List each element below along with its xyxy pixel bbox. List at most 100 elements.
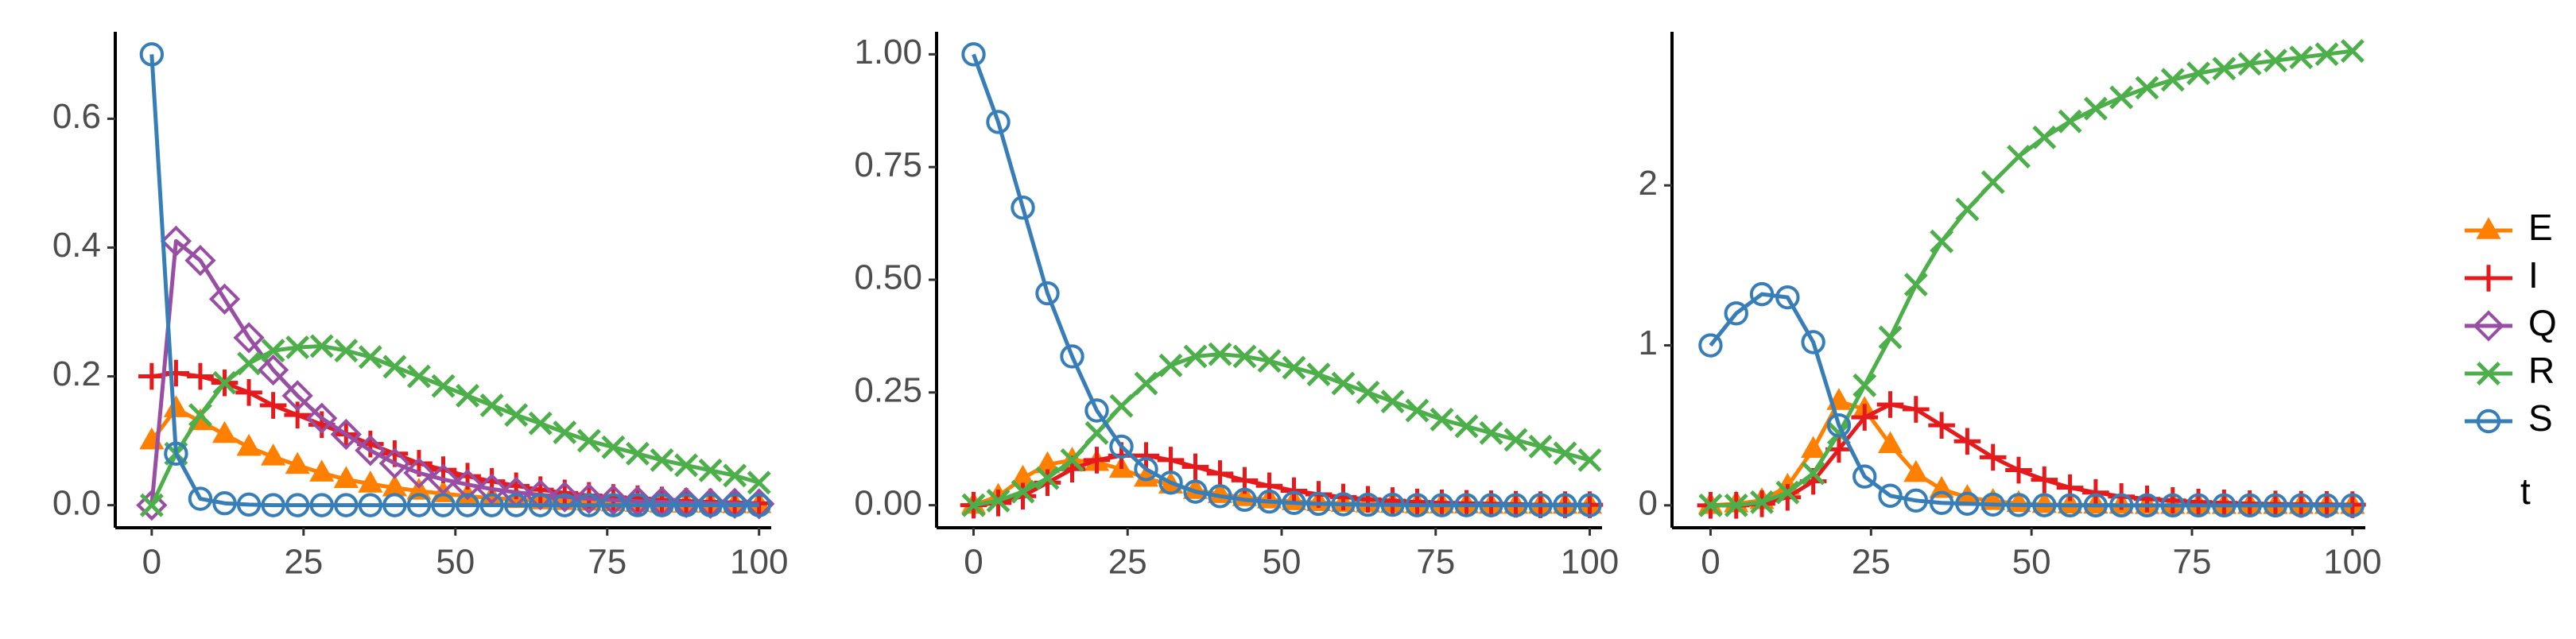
- marker: [1479, 493, 1503, 517]
- marker: [358, 493, 383, 517]
- x-tick-label: 0: [964, 543, 983, 582]
- marker: [650, 493, 674, 517]
- marker: [553, 493, 577, 517]
- y-tick-label: 0.6: [52, 97, 101, 136]
- marker: [2058, 109, 2082, 134]
- marker: [2032, 493, 2057, 517]
- marker: [504, 403, 529, 428]
- y-tick-label: 0.0: [52, 483, 101, 522]
- marker: [1698, 493, 1723, 517]
- marker: [1158, 471, 1183, 495]
- marker: [1306, 362, 1331, 387]
- marker: [406, 364, 431, 389]
- marker: [139, 493, 164, 517]
- marker: [1801, 330, 1825, 354]
- marker: [1930, 229, 1954, 254]
- marker: [1826, 412, 1852, 438]
- legend-label: E: [2528, 207, 2553, 248]
- marker: [333, 466, 359, 489]
- marker: [284, 401, 311, 428]
- marker: [237, 351, 262, 376]
- marker: [1955, 197, 1980, 222]
- marker: [212, 370, 237, 395]
- marker: [2031, 490, 2057, 513]
- marker: [2237, 493, 2262, 518]
- marker: [406, 493, 432, 517]
- marker: [2109, 85, 2134, 110]
- marker: [673, 493, 699, 517]
- marker: [1157, 447, 1185, 474]
- marker: [475, 473, 508, 505]
- marker: [1430, 493, 1454, 517]
- marker: [1876, 391, 1904, 418]
- marker: [625, 441, 650, 466]
- marker: [1528, 434, 1553, 459]
- marker: [188, 403, 212, 428]
- marker: [1479, 420, 1503, 445]
- marker: [139, 42, 165, 67]
- marker: [257, 354, 289, 386]
- marker: [281, 380, 313, 412]
- marker: [403, 457, 435, 489]
- marker: [1724, 493, 1748, 517]
- marker: [1158, 353, 1183, 378]
- marker: [136, 490, 168, 521]
- marker: [549, 481, 580, 513]
- marker: [1084, 398, 1109, 423]
- marker: [1851, 404, 1879, 431]
- marker: [2340, 493, 2365, 518]
- marker: [456, 383, 480, 408]
- marker: [378, 447, 411, 479]
- marker: [235, 379, 262, 406]
- legend-label: S: [2528, 397, 2553, 439]
- marker: [1903, 396, 1930, 423]
- marker: [2340, 39, 2365, 64]
- marker: [2006, 493, 2031, 517]
- marker: [1928, 412, 1955, 439]
- marker: [1035, 281, 1060, 306]
- marker: [576, 428, 601, 453]
- marker: [261, 443, 286, 466]
- marker: [2476, 217, 2501, 239]
- marker: [573, 482, 605, 515]
- marker: [1208, 484, 1232, 509]
- marker: [674, 453, 699, 478]
- marker: [1955, 491, 1980, 517]
- x-tick-label: 100: [730, 543, 788, 582]
- y-tick-label: 0.50: [854, 258, 922, 297]
- marker: [164, 441, 188, 467]
- marker: [1183, 344, 1208, 369]
- y-tick-label: 1.00: [854, 33, 922, 72]
- y-tick-label: 1: [1639, 323, 1658, 362]
- series-line: [1710, 48, 2353, 508]
- marker: [650, 447, 674, 472]
- marker: [698, 493, 723, 517]
- marker: [188, 486, 213, 511]
- series-line: [1709, 292, 2353, 508]
- marker: [1010, 464, 1036, 487]
- marker: [2237, 52, 2262, 76]
- y-tick-label: 2: [1639, 164, 1658, 203]
- marker: [1903, 459, 1929, 482]
- marker: [1109, 393, 1134, 418]
- marker: [1356, 380, 1380, 405]
- marker: [208, 283, 241, 315]
- marker: [1953, 428, 1981, 455]
- marker: [382, 493, 407, 517]
- marker: [1903, 273, 1928, 297]
- marker: [455, 493, 480, 517]
- marker: [1553, 441, 1577, 466]
- marker: [1528, 493, 1553, 517]
- marker: [427, 463, 460, 495]
- marker: [597, 484, 630, 516]
- marker: [2135, 493, 2159, 518]
- marker: [452, 469, 483, 501]
- marker: [2005, 456, 2032, 484]
- marker: [1282, 355, 1306, 380]
- marker: [986, 110, 1011, 134]
- marker: [2212, 56, 2237, 81]
- marker: [2289, 493, 2314, 518]
- x-tick-label: 25: [1852, 543, 1891, 582]
- marker: [2473, 310, 2504, 342]
